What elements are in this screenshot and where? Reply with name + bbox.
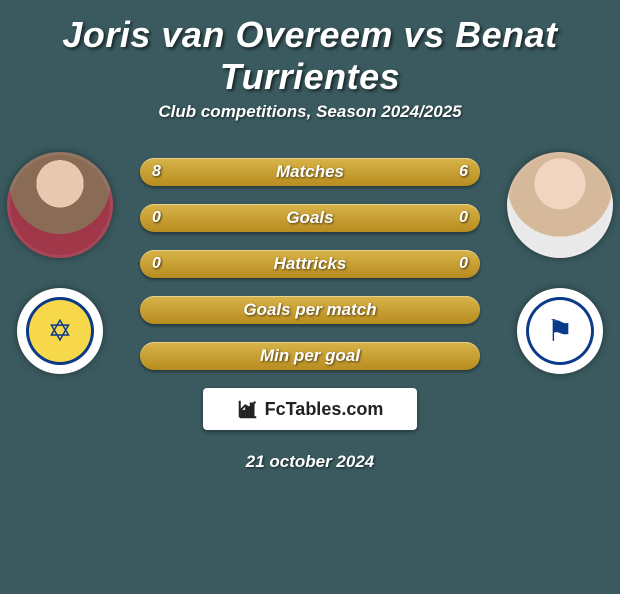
stat-right-value: 6: [459, 158, 468, 186]
site-label: FcTables.com: [265, 399, 384, 420]
stat-row-goals-per-match: Goals per match: [140, 296, 480, 324]
club-left-glyph: ✡: [26, 297, 94, 365]
club-right-badge: ⚑: [517, 288, 603, 374]
stat-right-value: 0: [459, 204, 468, 232]
player-right-avatar: [507, 152, 613, 258]
page-title: Joris van Overeem vs Benat Turrientes: [0, 14, 620, 98]
stat-left-value: 8: [152, 158, 161, 186]
comparison-panel: ✡ ⚑ 8 Matches 6 0 Goals 0 0 Hattricks 0 …: [0, 140, 620, 472]
stat-label: Goals: [286, 208, 333, 228]
stat-row-min-per-goal: Min per goal: [140, 342, 480, 370]
stat-left-value: 0: [152, 250, 161, 278]
stat-row-hattricks: 0 Hattricks 0: [140, 250, 480, 278]
stat-label: Min per goal: [260, 346, 360, 366]
stat-right-value: 0: [459, 250, 468, 278]
stat-rows: 8 Matches 6 0 Goals 0 0 Hattricks 0 Goal…: [140, 140, 480, 370]
stat-label: Matches: [276, 162, 344, 182]
stat-label: Hattricks: [274, 254, 347, 274]
stat-left-value: 0: [152, 204, 161, 232]
player-left-avatar: [7, 152, 113, 258]
date-label: 21 october 2024: [0, 452, 620, 472]
stat-row-matches: 8 Matches 6: [140, 158, 480, 186]
chart-icon: [237, 398, 259, 420]
subtitle: Club competitions, Season 2024/2025: [0, 102, 620, 122]
stat-label: Goals per match: [243, 300, 376, 320]
club-right-glyph: ⚑: [526, 297, 594, 365]
site-badge: FcTables.com: [203, 388, 417, 430]
stat-row-goals: 0 Goals 0: [140, 204, 480, 232]
club-left-badge: ✡: [17, 288, 103, 374]
